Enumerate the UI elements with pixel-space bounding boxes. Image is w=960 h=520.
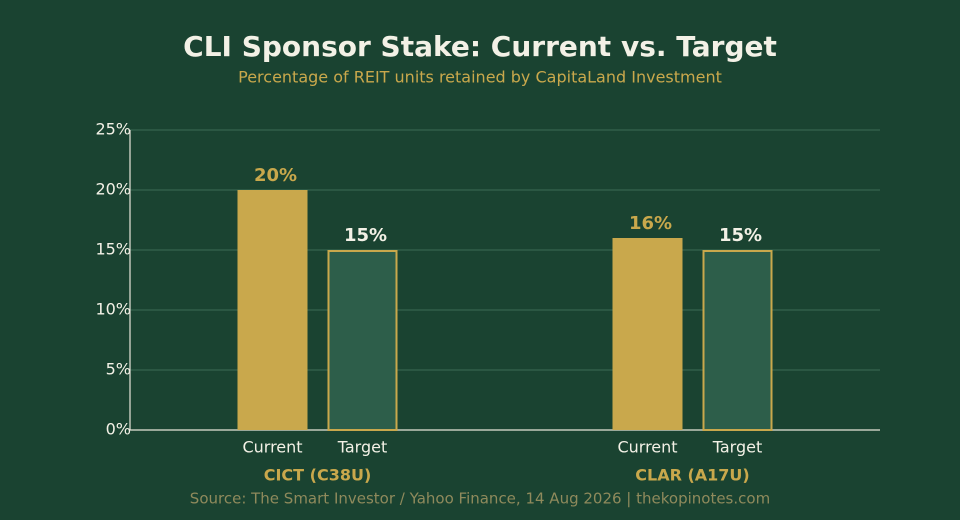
y-tick-label: 10% (95, 300, 131, 319)
chart-title: CLI Sponsor Stake: Current vs. Target (183, 30, 777, 63)
series-label: Target (337, 438, 388, 457)
group-label: CICT (C38U) (264, 466, 372, 485)
bar (702, 250, 773, 431)
y-tick-label: 0% (106, 420, 131, 439)
value-label: 15% (344, 225, 387, 246)
bar (612, 238, 683, 430)
y-tick-label: 5% (106, 360, 131, 379)
chart-subtitle: Percentage of REIT units retained by Cap… (238, 68, 722, 87)
bar (237, 190, 308, 430)
group-label: CLAR (A17U) (635, 466, 749, 485)
y-tick-label: 25% (95, 120, 131, 139)
series-label: Current (617, 438, 677, 457)
value-label: 20% (254, 165, 297, 186)
y-tick-label: 15% (95, 240, 131, 259)
y-tick-label: 20% (95, 180, 131, 199)
series-label: Current (242, 438, 302, 457)
source-note: Source: The Smart Investor / Yahoo Finan… (190, 490, 770, 508)
value-label: 16% (629, 213, 672, 234)
value-label: 15% (719, 225, 762, 246)
bar (327, 250, 398, 431)
series-label: Target (712, 438, 763, 457)
